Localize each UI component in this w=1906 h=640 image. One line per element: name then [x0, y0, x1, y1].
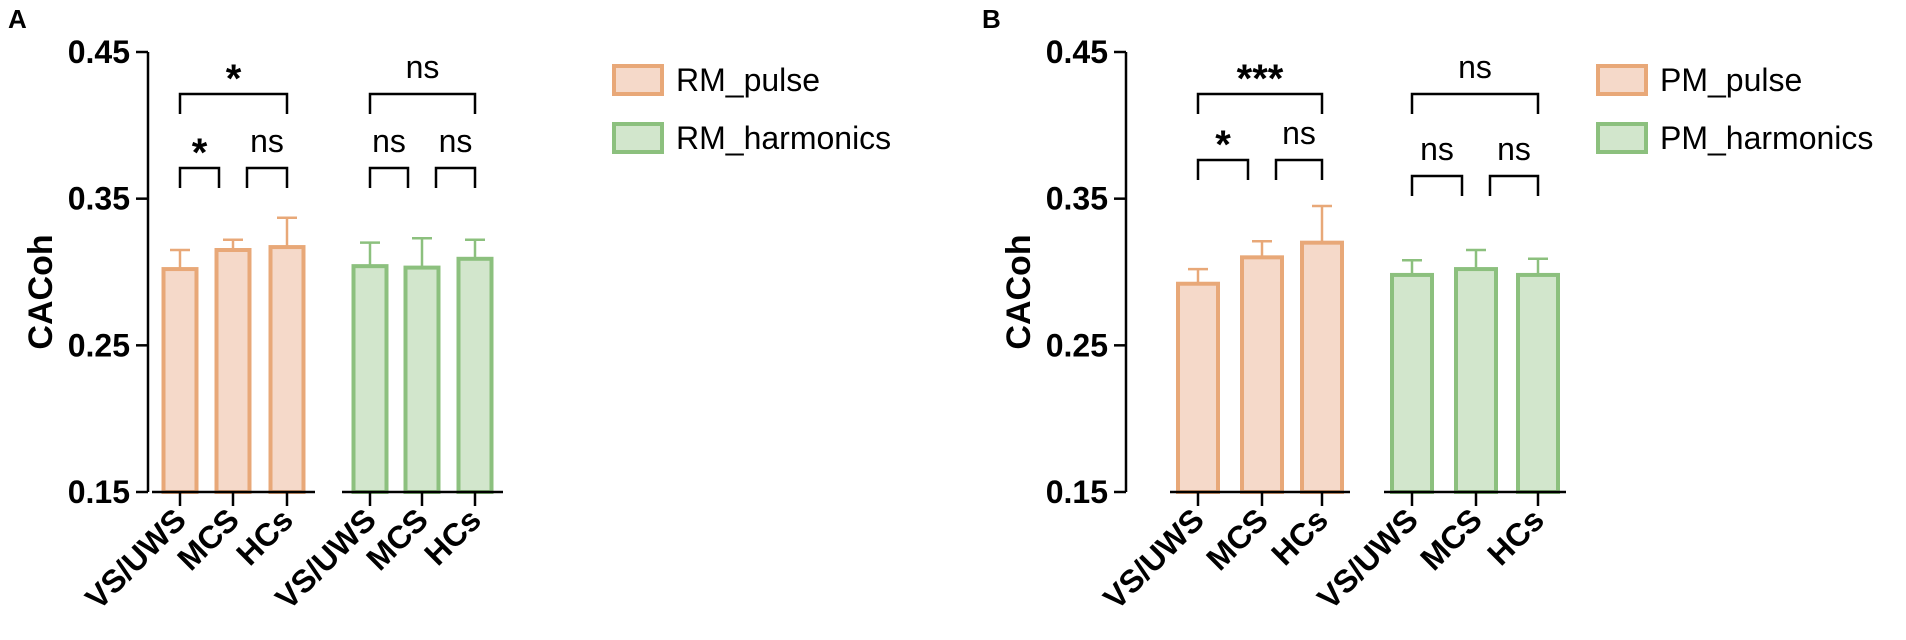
bar	[161, 267, 199, 495]
panel-a: A0.150.250.350.45CACohVS/UWSMCSHCsVS/UWS…	[8, 4, 891, 616]
legend-label: PM_pulse	[1660, 62, 1802, 98]
significance-bracket	[368, 92, 477, 114]
x-tick-label: VS/UWS	[1096, 501, 1211, 616]
significance-label: ns	[1458, 49, 1492, 85]
significance-bracket	[178, 92, 289, 114]
significance-label: ns	[406, 49, 440, 85]
panel-b: B0.150.250.350.45CACohVS/UWSMCSHCsVS/UWS…	[982, 4, 1873, 616]
significance-label: ns	[1497, 131, 1531, 167]
y-tick-label: 0.25	[68, 327, 130, 363]
x-tick-label: VS/UWS	[1310, 501, 1425, 616]
y-tick-label: 0.35	[68, 181, 130, 217]
x-tick-label: HCs	[1480, 501, 1551, 572]
bar	[1176, 281, 1220, 494]
significance-label: ns	[372, 123, 406, 159]
legend-swatch	[612, 64, 664, 96]
y-tick-label: 0.15	[68, 474, 130, 510]
bar	[1390, 272, 1434, 494]
x-tick-label: HCs	[229, 501, 300, 572]
bar	[1300, 240, 1344, 494]
significance-bracket	[1410, 174, 1464, 196]
bar	[403, 265, 441, 494]
bar	[214, 248, 252, 494]
panel-letter: A	[8, 4, 27, 34]
significance-bracket	[368, 166, 410, 188]
significance-label: ***	[1237, 57, 1284, 101]
significance-label: ns	[439, 123, 473, 159]
bar	[1454, 267, 1498, 495]
y-axis-title: CACoh	[1000, 234, 1038, 349]
x-tick-label: MCS	[170, 501, 246, 577]
bar	[268, 245, 306, 494]
significance-label: *	[1215, 123, 1231, 167]
bar	[351, 264, 389, 494]
legend-swatch	[1596, 64, 1648, 96]
x-tick-label: MCS	[1199, 501, 1275, 577]
significance-bracket	[1196, 158, 1250, 180]
significance-bracket	[1196, 92, 1324, 114]
significance-bracket	[1488, 174, 1540, 196]
significance-bracket	[1274, 158, 1324, 180]
x-tick-label: VS/UWS	[78, 501, 193, 616]
y-tick-label: 0.45	[1046, 34, 1108, 70]
significance-bracket	[178, 166, 221, 188]
y-tick-label: 0.25	[1046, 327, 1108, 363]
bar	[1516, 272, 1560, 494]
y-tick-label: 0.35	[1046, 181, 1108, 217]
legend-label: RM_harmonics	[676, 120, 891, 156]
x-tick-label: HCs	[417, 501, 488, 572]
y-tick-label: 0.45	[68, 34, 130, 70]
significance-bracket	[1410, 92, 1540, 114]
panel-letter: B	[982, 4, 1001, 34]
legend-swatch	[612, 122, 664, 154]
significance-bracket	[434, 166, 477, 188]
significance-label: *	[226, 57, 242, 101]
y-tick-label: 0.15	[1046, 474, 1108, 510]
x-tick-label: MCS	[1413, 501, 1489, 577]
legend-swatch	[1596, 122, 1648, 154]
legend-label: RM_pulse	[676, 62, 820, 98]
significance-label: ns	[1282, 115, 1316, 151]
significance-label: ns	[1420, 131, 1454, 167]
y-axis-title: CACoh	[22, 234, 60, 349]
bar	[456, 256, 494, 494]
legend-label: PM_harmonics	[1660, 120, 1873, 156]
significance-bracket	[245, 166, 289, 188]
x-tick-label: HCs	[1264, 501, 1335, 572]
significance-label: ns	[250, 123, 284, 159]
bar	[1240, 255, 1284, 495]
significance-label: *	[192, 131, 208, 175]
